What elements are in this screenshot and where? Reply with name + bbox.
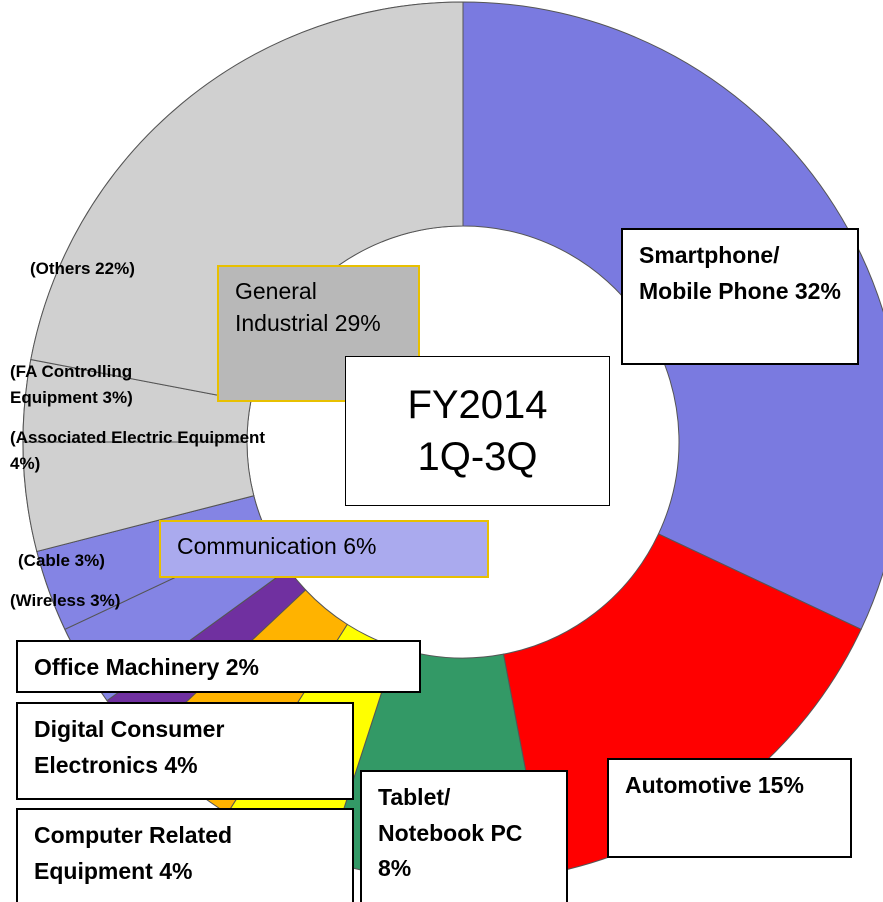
segment-label: Computer Related Equipment 4% bbox=[16, 808, 354, 902]
segment-name: Automotive bbox=[625, 772, 752, 798]
part-label: (Wireless 3%) bbox=[10, 591, 121, 610]
segment-label: General Industrial 29% bbox=[217, 265, 420, 402]
segment-value: 32% bbox=[794, 277, 841, 304]
segment-name: Digital Consumer Electronics bbox=[34, 716, 225, 778]
segment bbox=[502, 533, 862, 875]
part-label: (Associated Electric Equipment 4%) bbox=[10, 428, 266, 473]
segment-value: 2% bbox=[225, 654, 259, 680]
segment-label: Office Machinery 2% bbox=[16, 640, 421, 693]
segment-label: Smartphone/ Mobile Phone 32% bbox=[621, 228, 859, 365]
segment-name: General Industrial bbox=[235, 278, 329, 337]
segment-value: 15% bbox=[757, 772, 804, 798]
segment-name: Office Machinery bbox=[34, 654, 220, 680]
segment-label: Tablet/ Notebook PC 8% bbox=[360, 770, 568, 902]
part-label: (FA Controlling Equipment 3%) bbox=[10, 362, 133, 407]
segment-name: Computer Related Equipment bbox=[34, 822, 233, 884]
segment-name: Smartphone/ Mobile Phone bbox=[639, 242, 789, 304]
segment-value: 6% bbox=[343, 533, 377, 559]
part-label: (Others 22%) bbox=[30, 259, 135, 278]
segment-label: Digital Consumer Electronics 4% bbox=[16, 702, 354, 800]
center-label: FY2014 1Q-3Q bbox=[345, 356, 610, 506]
segment-value: 8% bbox=[378, 855, 412, 882]
part-label: (Cable 3%) bbox=[18, 551, 105, 570]
segment-value: 4% bbox=[164, 751, 198, 778]
segment-label: Communication 6% bbox=[159, 520, 489, 578]
segment-label: Automotive 15% bbox=[607, 758, 852, 858]
segment-name: Communication bbox=[177, 533, 337, 559]
segment-name: Tablet/ Notebook PC bbox=[378, 784, 523, 846]
segment-value: 4% bbox=[159, 857, 193, 884]
segment-value: 29% bbox=[334, 310, 381, 337]
